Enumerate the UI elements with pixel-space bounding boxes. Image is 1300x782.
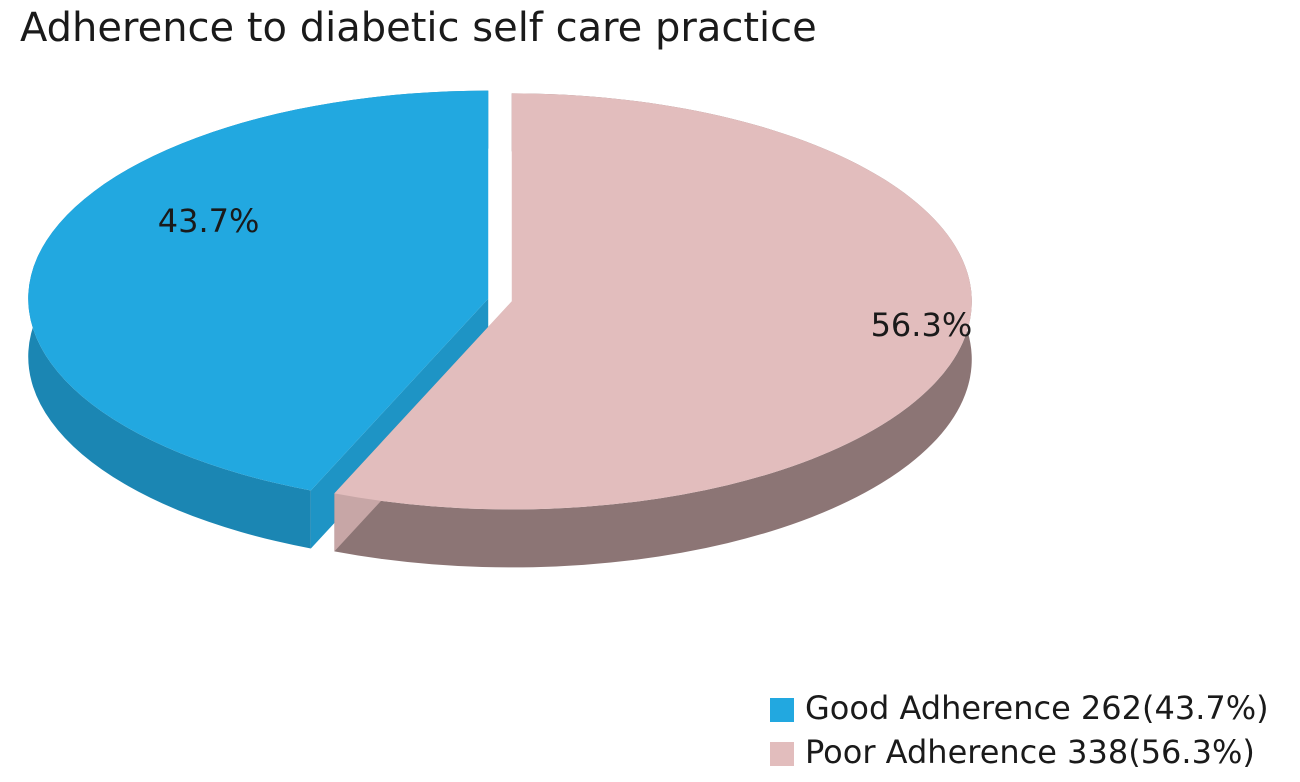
legend-swatch: [770, 742, 794, 766]
data-label: 56.3%: [871, 306, 973, 344]
legend-label: Poor Adherence 338(56.3%): [805, 733, 1255, 771]
slice: [28, 90, 489, 491]
legend: Good Adherence 262(43.7%) Poor Adherence …: [770, 689, 1269, 771]
data-label: 43.7%: [158, 202, 260, 240]
slice: [334, 93, 972, 510]
pie: 43.7% 56.3%: [28, 90, 973, 568]
legend-label: Good Adherence 262(43.7%): [805, 689, 1269, 727]
chart-title: Adherence to diabetic self care practice: [20, 5, 817, 51]
legend-swatch: [770, 698, 794, 722]
slice-side: [334, 93, 972, 568]
